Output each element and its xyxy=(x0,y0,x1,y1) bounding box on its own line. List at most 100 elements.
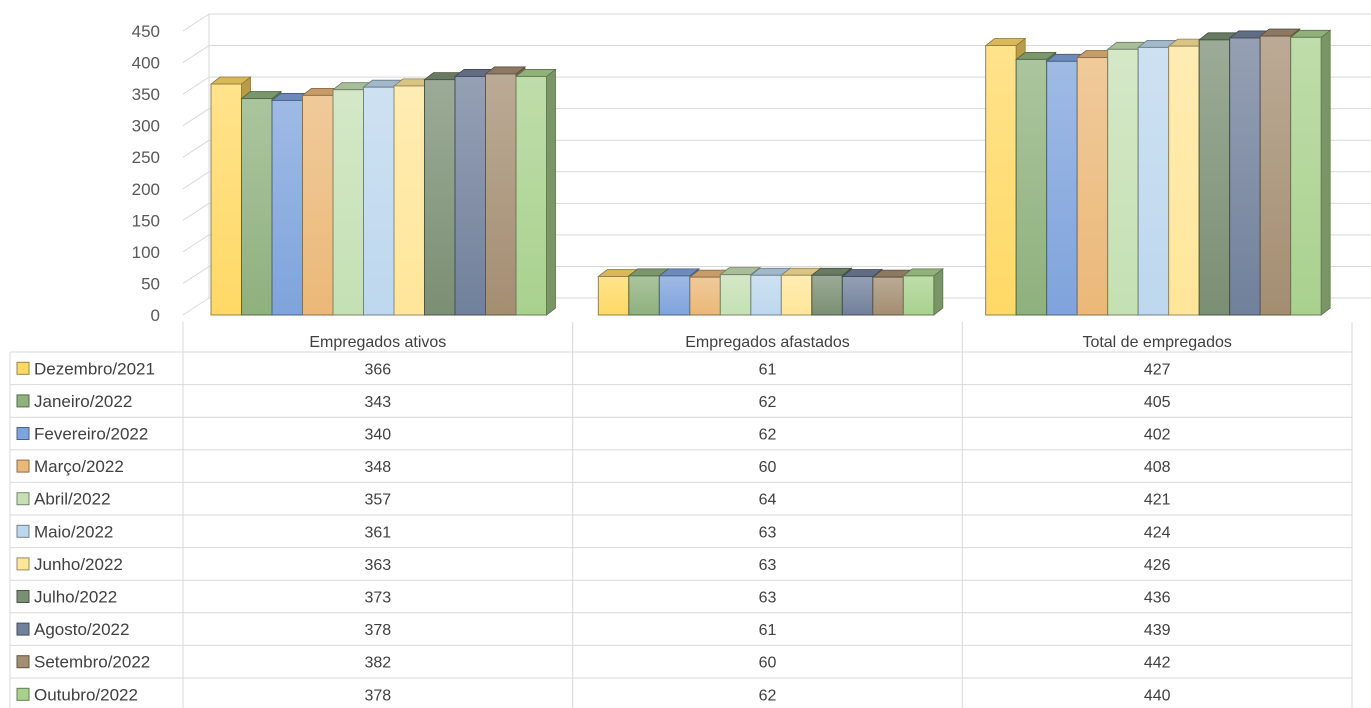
y-axis-tick-labels: 0 50 100 150 200 250 300 350 400 450 xyxy=(132,22,160,325)
bar-front xyxy=(1076,57,1109,316)
bar-front xyxy=(302,94,334,316)
table-cell-value: 363 xyxy=(364,557,391,574)
bar-front xyxy=(1046,60,1078,316)
table-row: Março/2022 348 60 408 xyxy=(16,457,1171,476)
bar-side xyxy=(933,268,944,316)
legend-label: Janeiro/2022 xyxy=(34,392,132,411)
gridline-diagonal xyxy=(182,45,210,63)
legend-key xyxy=(16,590,30,603)
table-row: Maio/2022 361 63 424 xyxy=(16,522,1171,541)
gridline-diagonal xyxy=(182,202,210,221)
table-row: Janeiro/2022 343 62 405 xyxy=(16,392,1171,411)
table-cell-value: 340 xyxy=(364,427,391,444)
table-cell-value: 62 xyxy=(759,687,777,704)
bar-front xyxy=(1290,36,1322,316)
legend-key xyxy=(16,492,30,506)
bar-front xyxy=(811,274,843,316)
table-cell-value: 405 xyxy=(1144,394,1171,411)
table-cell-value: 440 xyxy=(1144,687,1171,704)
table-cell-value: 60 xyxy=(759,655,777,672)
y-tick-label: 300 xyxy=(132,117,160,136)
bar-mar-o-2022-3 xyxy=(1076,49,1118,316)
table-cell-value: 62 xyxy=(759,427,777,444)
legend-key xyxy=(16,557,30,571)
bar-front xyxy=(1137,46,1170,316)
table-row: Dezembro/2021 366 61 427 xyxy=(16,359,1171,378)
bar-side xyxy=(1320,29,1331,316)
table-cell-value: 64 xyxy=(759,492,777,509)
legend-key xyxy=(16,394,30,408)
table-cell-value: 421 xyxy=(1144,492,1171,509)
y-tick-label: 150 xyxy=(132,211,160,230)
table-cell-value: 378 xyxy=(364,622,391,639)
y-tick-label: 200 xyxy=(132,180,160,199)
gridline-diagonal xyxy=(182,76,210,95)
bar-front xyxy=(1259,35,1292,316)
table-cell-value: 63 xyxy=(759,590,777,607)
table-row: Julho/2022 373 63 436 xyxy=(16,588,1171,607)
table-cell-value: 61 xyxy=(759,361,777,378)
legend-key xyxy=(16,459,30,473)
bar-front xyxy=(485,73,517,316)
gridline-diagonal xyxy=(182,13,210,32)
y-tick-label: 250 xyxy=(132,148,160,167)
table-header-cell: Total de empregados xyxy=(1082,334,1231,351)
legend-label: Dezembro/2021 xyxy=(34,359,155,378)
table-row: Junho/2022 363 63 426 xyxy=(16,555,1171,574)
bar-side xyxy=(546,68,556,316)
bar-front xyxy=(780,274,813,316)
bar-outubro-2022-3 xyxy=(1289,29,1332,316)
bar-front xyxy=(1198,39,1231,316)
bar-front xyxy=(872,276,904,316)
legend-key xyxy=(16,361,30,375)
bar-front xyxy=(363,86,395,316)
table-row: Agosto/2022 378 61 439 xyxy=(16,620,1171,639)
table-row: Setembro/2022 382 60 442 xyxy=(16,653,1171,672)
table-cell-value: 373 xyxy=(364,590,391,607)
table-cell-value: 361 xyxy=(364,524,391,541)
table-cell-value: 62 xyxy=(759,394,777,411)
bar-front xyxy=(689,276,721,316)
bar-front xyxy=(1168,45,1200,316)
y-tick-label: 0 xyxy=(151,306,160,325)
bar-front xyxy=(271,99,303,316)
legend-label: Julho/2022 xyxy=(34,588,117,607)
table-cell-value: 63 xyxy=(759,557,777,574)
legend-label: Setembro/2022 xyxy=(34,653,150,672)
table-cell-value: 357 xyxy=(364,492,391,509)
legend-label: Fevereiro/2022 xyxy=(34,425,148,444)
bar-abril-2022-2 xyxy=(719,266,761,316)
legend-label: Outubro/2022 xyxy=(34,685,138,704)
y-tick-label: 400 xyxy=(132,54,160,73)
table-cell-value: 366 xyxy=(364,361,391,378)
bar-front xyxy=(750,274,782,316)
bar-front xyxy=(393,85,425,316)
table-row: Outubro/2022 378 62 440 xyxy=(16,685,1171,704)
legend-label: Março/2022 xyxy=(34,457,124,476)
bar-front xyxy=(628,275,660,316)
y-tick-label: 350 xyxy=(132,85,160,104)
legend-key xyxy=(16,427,30,440)
table-row: Abril/2022 357 64 421 xyxy=(16,490,1171,509)
table-cell-value: 427 xyxy=(1144,361,1171,378)
gridline-diagonal xyxy=(182,266,210,284)
table-cell-value: 60 xyxy=(759,459,777,476)
bar-front xyxy=(1015,58,1048,316)
table-cell-value: 378 xyxy=(364,687,391,704)
gridline-diagonal xyxy=(182,234,210,253)
bar-front xyxy=(515,75,547,316)
table-header-cell: Empregados afastados xyxy=(685,334,850,351)
bar-front xyxy=(454,75,486,316)
data-table: Empregados ativos Empregados afastados Tot… xyxy=(9,322,1353,708)
table-cell-value: 439 xyxy=(1144,622,1171,639)
bar-front xyxy=(597,276,630,316)
table-cell-value: 63 xyxy=(759,524,777,541)
table-cell-value: 442 xyxy=(1144,655,1171,672)
table-cell-value: 343 xyxy=(364,394,391,411)
table-cell-value: 348 xyxy=(364,459,391,476)
gridline-diagonal xyxy=(182,139,210,158)
legend-label: Abril/2022 xyxy=(34,490,111,509)
bar-front xyxy=(902,275,935,316)
bar-outubro-2022-2 xyxy=(902,268,944,316)
